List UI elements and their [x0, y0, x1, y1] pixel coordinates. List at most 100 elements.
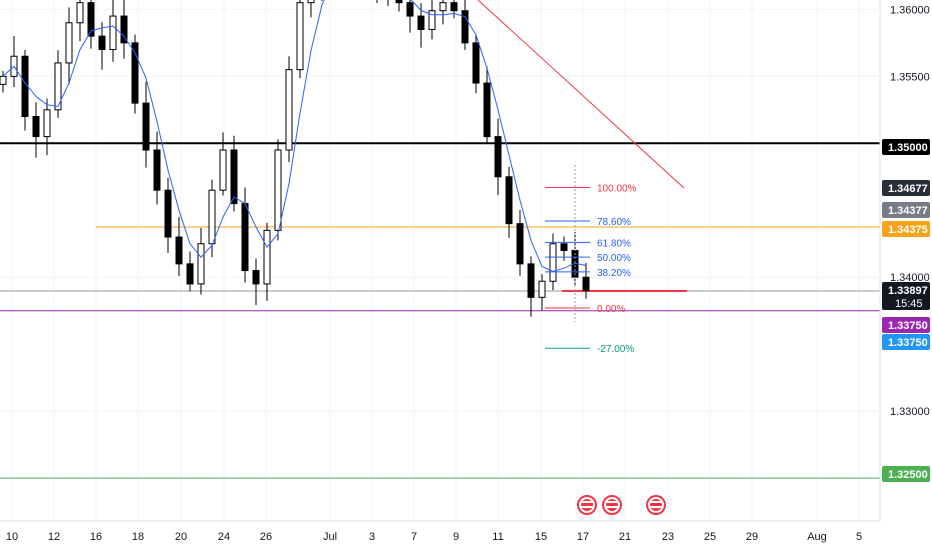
fib-level-label: 61.80% [597, 238, 631, 249]
moving-average-group [2, 0, 587, 273]
price-badge [882, 282, 930, 310]
time-tick-label: 24 [218, 531, 230, 543]
time-tick-label: 12 [48, 531, 60, 543]
candle [76, 2, 84, 24]
price-badge-label: 1.34375 [888, 224, 928, 236]
candle [406, 2, 414, 17]
candle [131, 42, 139, 104]
time-tick-label: 7 [411, 531, 417, 543]
candle [527, 263, 535, 298]
candle [307, 0, 315, 4]
us-flag-stripe [650, 501, 662, 503]
candle [65, 22, 73, 64]
us-flag-event-icon-inner [650, 499, 662, 511]
candle [274, 149, 282, 231]
candle [120, 15, 128, 44]
candle [175, 236, 183, 265]
candle [87, 2, 95, 37]
candle [483, 82, 491, 138]
time-tick-label: 11 [492, 531, 503, 543]
us-flag-stripe [606, 506, 618, 508]
candles-group [0, 0, 590, 317]
candle [142, 102, 150, 151]
candle [153, 149, 161, 191]
candle [494, 136, 502, 178]
price-badge-label: 1.33750 [888, 337, 928, 349]
fib-level-label: 50.00% [597, 253, 631, 264]
candle [263, 229, 271, 285]
price-badge-label: 1.33750 [888, 320, 928, 332]
horizontal-levels [0, 142, 880, 479]
candle [538, 280, 546, 298]
price-badge-time: 15:45 [895, 298, 923, 310]
time-tick-label: 10 [6, 531, 18, 543]
price-badge-label: 1.33897 [888, 285, 928, 297]
time-tick-label: Aug [807, 531, 827, 543]
price-axis[interactable]: 1.36000 1.35500 1.34000 1.33000 [890, 4, 930, 418]
time-tick-label: 26 [260, 531, 272, 543]
candle [582, 276, 590, 292]
us-flag-stripe [581, 501, 593, 503]
price-badge-label: 1.35000 [888, 142, 928, 154]
time-tick-label: 29 [746, 531, 758, 543]
candle [241, 203, 249, 272]
candle [197, 243, 205, 285]
candle [230, 149, 238, 205]
time-tick-label: 15 [535, 531, 547, 543]
time-tick-label: 17 [577, 531, 589, 543]
candle [0, 75, 7, 85]
price-badge [882, 317, 930, 333]
price-badge-label: 1.34677 [888, 183, 928, 195]
candle [428, 10, 436, 30]
price-badge [882, 466, 930, 482]
price-badge-label: 1.32500 [888, 469, 928, 481]
us-flag-stripe [581, 506, 593, 508]
candle [461, 10, 469, 44]
time-tick-label: 9 [453, 531, 459, 543]
candle [43, 109, 51, 138]
price-badge [882, 221, 930, 237]
time-tick-label: 23 [662, 531, 674, 543]
price-tick-label: 1.35500 [890, 71, 930, 83]
us-flag-event-icon-inner [606, 499, 618, 511]
candle [439, 2, 447, 12]
candle [219, 149, 227, 191]
fib-level-label: 38.20% [597, 268, 631, 279]
price-axis-background [880, 0, 932, 521]
trendline-group [477, 0, 685, 189]
grid-lines [0, 0, 880, 521]
candle [252, 270, 260, 285]
trendline[interactable] [477, 0, 685, 189]
price-tick-label: 1.33000 [890, 406, 930, 418]
candle [516, 223, 524, 265]
price-tick-label: 1.34000 [890, 272, 930, 284]
time-tick-label: 3 [369, 531, 375, 543]
candle [450, 2, 458, 12]
price-badge-label: 1.34377 [888, 205, 928, 217]
price-badges: 1.35000 1.34677 1.34377 1.34375 1.3389715:45… [882, 139, 930, 482]
time-axis[interactable]: 10 12 16 18 20 24 26 Jul 3 7 9 11 15 17 21 23 25 29 Aug 5 [6, 531, 862, 543]
time-tick-label: 21 [619, 531, 631, 543]
candle [109, 15, 117, 51]
time-tick-label: 5 [856, 531, 862, 543]
moving-average-line [2, 0, 587, 273]
time-tick-label: 18 [132, 531, 144, 543]
fib-level-label: 0.00% [597, 304, 625, 315]
price-badge [882, 139, 930, 155]
fibonacci-retracement[interactable]: 100.00% 78.60% 61.80% 50.00% 38.20% 0.00% -27.… [545, 165, 637, 355]
us-flag-event-icon-inner [581, 499, 593, 511]
candle [560, 243, 568, 251]
candle [472, 42, 480, 84]
candle [32, 116, 40, 138]
candle [21, 55, 29, 118]
candle [296, 2, 304, 71]
economic-events[interactable] [577, 495, 666, 515]
time-axis-background [0, 521, 932, 550]
us-flag-stripe [606, 501, 618, 503]
candle [395, 0, 403, 4]
us-flag-stripe [650, 506, 662, 508]
price-tick-label: 1.36000 [890, 4, 930, 16]
price-badge [882, 202, 930, 218]
candle [505, 176, 513, 225]
